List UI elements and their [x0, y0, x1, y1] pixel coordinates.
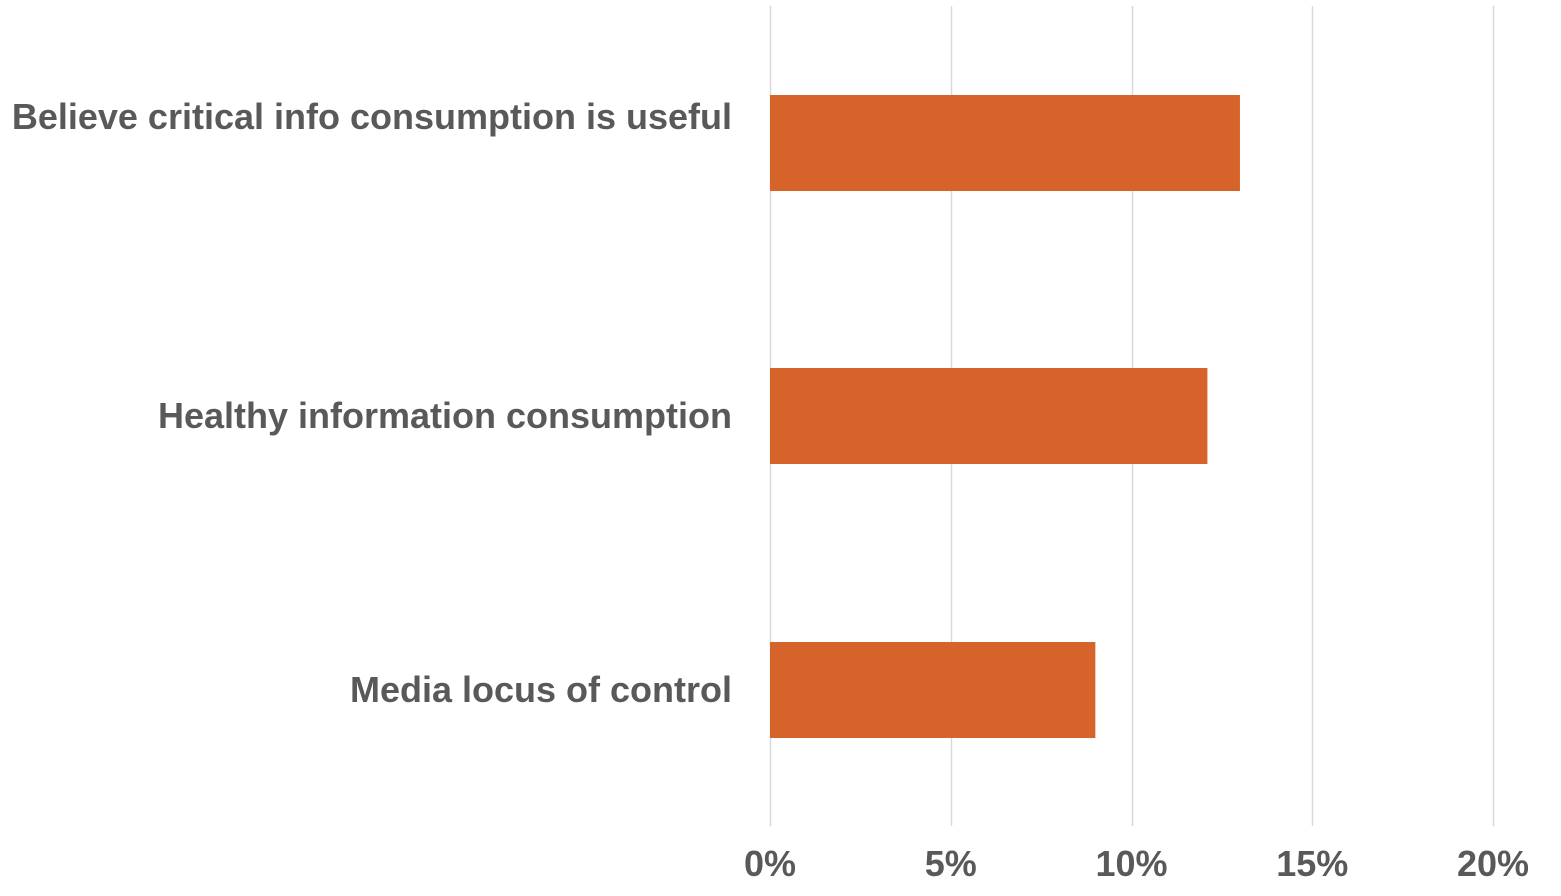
x-tick-label: 5%	[925, 843, 977, 884]
x-tick-label: 0%	[744, 843, 796, 884]
bar	[770, 642, 1096, 738]
x-axis-tick-labels: 0% 5% 10% 15% 20%	[744, 843, 1529, 884]
x-tick-label: 10%	[1095, 843, 1167, 884]
x-tick-label: 15%	[1276, 843, 1348, 884]
category-label: Media locus of control	[349, 669, 732, 710]
category-label: Believe critical info consumption is use…	[11, 96, 732, 137]
bar	[770, 95, 1240, 191]
x-tick-label: 20%	[1457, 843, 1529, 884]
bars	[770, 95, 1240, 738]
category-label: Healthy information consumption	[157, 395, 732, 436]
bar	[770, 368, 1208, 464]
